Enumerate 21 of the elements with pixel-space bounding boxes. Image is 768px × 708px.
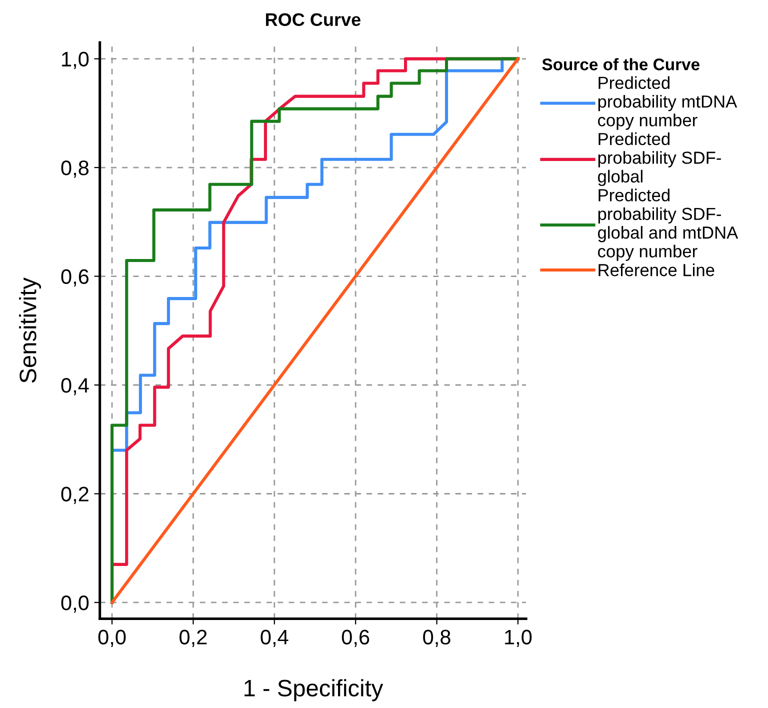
x-tick-label: 1,0 [505, 630, 532, 647]
y-tick-label: 1,0 [62, 52, 89, 70]
x-tick-label: 0,6 [342, 630, 370, 647]
chart-title: ROC Curve [266, 13, 361, 26]
x-tick-label: 0,8 [423, 630, 450, 647]
y-tick-label: 0,0 [61, 595, 89, 613]
y-tick-label: 0,8 [61, 160, 89, 178]
legend-label: Predicted probability mtDNA copy number [598, 76, 738, 130]
x-tick-label: 0,0 [98, 630, 126, 647]
legend-label: Reference Line [598, 264, 714, 276]
line-series [110, 57, 520, 604]
legend-title: Source of the Curve [542, 58, 700, 70]
y-tick-label: 0,2 [61, 486, 88, 504]
legend-label: Predicted probability SDF- global and mtDNA copy number [598, 188, 738, 261]
x-tick-label: 0,4 [260, 630, 288, 647]
y-axis-title: Sensitivity [19, 278, 42, 383]
x-tick-label: 0,2 [180, 630, 207, 647]
legend-label: Predicted probability SDF- global [598, 132, 721, 186]
x-axis-title: 1 - Specificity [244, 679, 384, 702]
y-tick-label: 0,4 [61, 378, 89, 396]
y-tick-label: 0,6 [61, 269, 89, 286]
